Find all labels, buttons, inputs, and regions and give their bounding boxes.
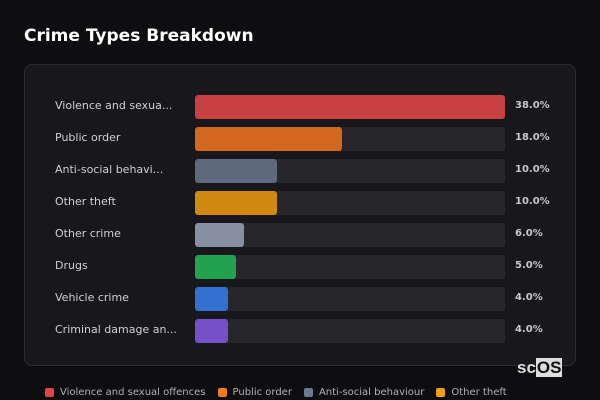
bar-row: Drugs 5.0% [25, 255, 575, 279]
bar-track [195, 159, 505, 183]
bar-track [195, 223, 505, 247]
legend-item[interactable]: Public order [217, 387, 292, 398]
legend-swatch [303, 388, 313, 397]
bar-label: Other crime [55, 227, 121, 240]
bar-label: Violence and sexua... [55, 99, 173, 112]
bar-label: Vehicle crime [55, 291, 129, 304]
legend-label: Anti-social behaviour [318, 387, 425, 398]
bar-value-label: 4.0% [515, 324, 543, 335]
bar-track [195, 287, 505, 311]
bar-value-label: 6.0% [515, 228, 543, 239]
chart-title: Crime Types Breakdown [24, 26, 254, 46]
bar-row: Violence and sexua... 38.0% [25, 95, 575, 119]
legend-label: Public order [232, 387, 292, 398]
legend-swatch [45, 388, 54, 397]
legend-swatch [217, 388, 227, 397]
legend-item[interactable]: Other theft [436, 387, 507, 398]
legend-label: Violence and sexual offences [60, 387, 206, 398]
bar-row: Other theft 10.0% [25, 191, 575, 215]
bar-row: Vehicle crime 4.0% [25, 287, 575, 311]
bar [195, 191, 277, 215]
bar-track [195, 319, 505, 343]
bar-label: Public order [55, 131, 121, 144]
logo: scOS [517, 358, 563, 378]
bar-label: Anti-social behavi... [55, 163, 164, 176]
bar [195, 127, 342, 151]
bar-value-label: 5.0% [515, 260, 543, 271]
bar-value-label: 4.0% [515, 292, 543, 303]
bar-track [195, 191, 505, 215]
bar-row: Public order 18.0% [25, 127, 575, 151]
legend-item[interactable]: Violence and sexual offences [45, 387, 206, 398]
logo-prefix: sc [517, 358, 536, 377]
bar [195, 159, 277, 183]
legend: Violence and sexual offences Public order… [45, 387, 507, 398]
logo-box: OS [535, 358, 563, 377]
bar-value-label: 10.0% [515, 164, 550, 175]
bar-track [195, 127, 505, 151]
legend-label: Other theft [451, 387, 507, 398]
bar-row: Anti-social behavi... 10.0% [25, 159, 575, 183]
bar-track [195, 95, 505, 119]
bar-row: Criminal damage an... 4.0% [25, 319, 575, 343]
bar [195, 255, 236, 279]
legend-swatch [436, 388, 446, 397]
bar-label: Drugs [55, 259, 88, 272]
chart-card: Violence and sexua... 38.0% Public order … [24, 64, 576, 366]
bar-track [195, 255, 505, 279]
bar [195, 287, 228, 311]
bar-label: Other theft [55, 195, 116, 208]
bar-value-label: 38.0% [515, 100, 550, 111]
bar-value-label: 10.0% [515, 196, 550, 207]
bar-value-label: 18.0% [515, 132, 550, 143]
bar [195, 223, 244, 247]
legend-item[interactable]: Anti-social behaviour [303, 387, 425, 398]
bar [195, 319, 228, 343]
bar [195, 95, 505, 119]
bar-row: Other crime 6.0% [25, 223, 575, 247]
bar-label: Criminal damage an... [55, 323, 177, 336]
